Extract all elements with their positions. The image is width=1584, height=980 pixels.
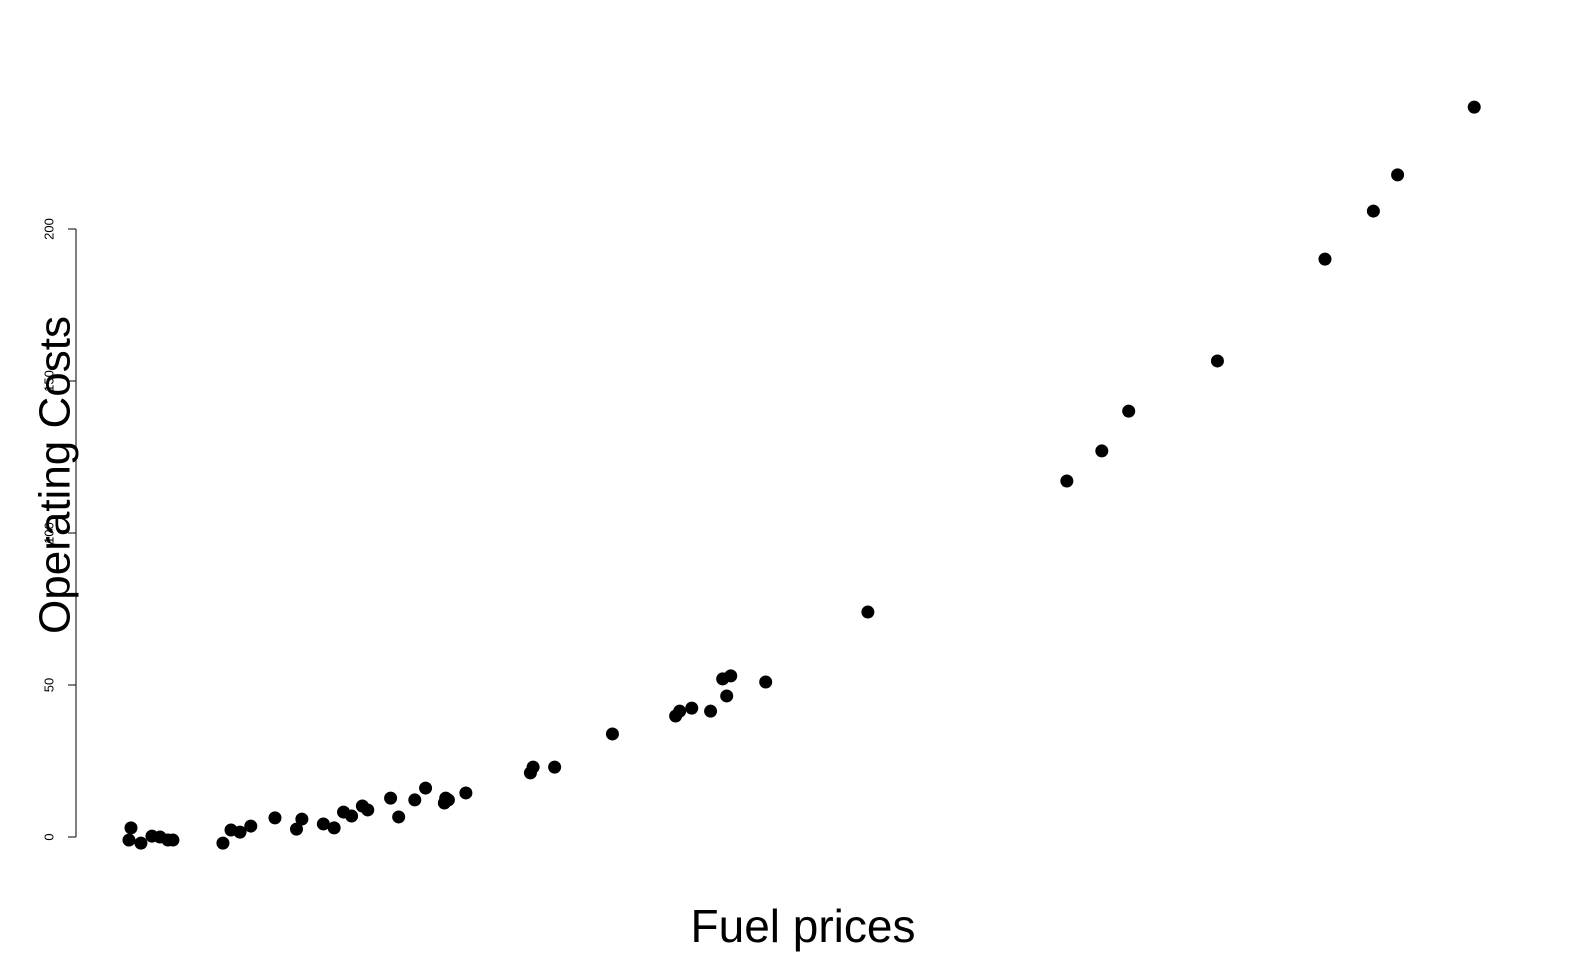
point: [233, 825, 247, 839]
point: [316, 817, 330, 831]
point: [134, 836, 148, 850]
point: [1391, 168, 1405, 182]
point: [526, 760, 540, 774]
point: [124, 821, 138, 835]
point: [759, 675, 773, 689]
point: [392, 810, 406, 824]
point: [289, 822, 303, 836]
point: [605, 727, 619, 741]
point: [166, 833, 180, 847]
y-tick-label: 100: [41, 522, 56, 544]
point: [268, 811, 282, 825]
point: [1060, 474, 1074, 488]
point: [408, 793, 422, 807]
point: [441, 793, 455, 807]
point: [1210, 354, 1224, 368]
point: [720, 689, 734, 703]
point: [1095, 444, 1109, 458]
point: [327, 821, 341, 835]
point: [244, 819, 258, 833]
point: [673, 704, 687, 718]
point: [704, 704, 718, 718]
y-tick-label: 150: [41, 370, 56, 392]
point: [122, 833, 136, 847]
point: [1467, 100, 1481, 114]
point: [685, 701, 699, 715]
point: [295, 812, 309, 826]
x-axis-label: Fuel prices: [691, 900, 916, 952]
y-tick-label: 0: [41, 833, 56, 840]
point: [724, 669, 738, 683]
y-tick-label: 50: [41, 678, 56, 692]
point: [1122, 404, 1136, 418]
point: [861, 605, 875, 619]
point: [1318, 252, 1332, 266]
point: [1366, 204, 1380, 218]
point: [548, 760, 562, 774]
y-tick-label: 200: [41, 218, 56, 240]
point: [459, 786, 473, 800]
point: [345, 809, 359, 823]
point: [419, 781, 433, 795]
point: [216, 836, 230, 850]
point: [384, 791, 398, 805]
point: [361, 803, 375, 817]
y-axis-label: Operating Costs: [31, 316, 80, 634]
